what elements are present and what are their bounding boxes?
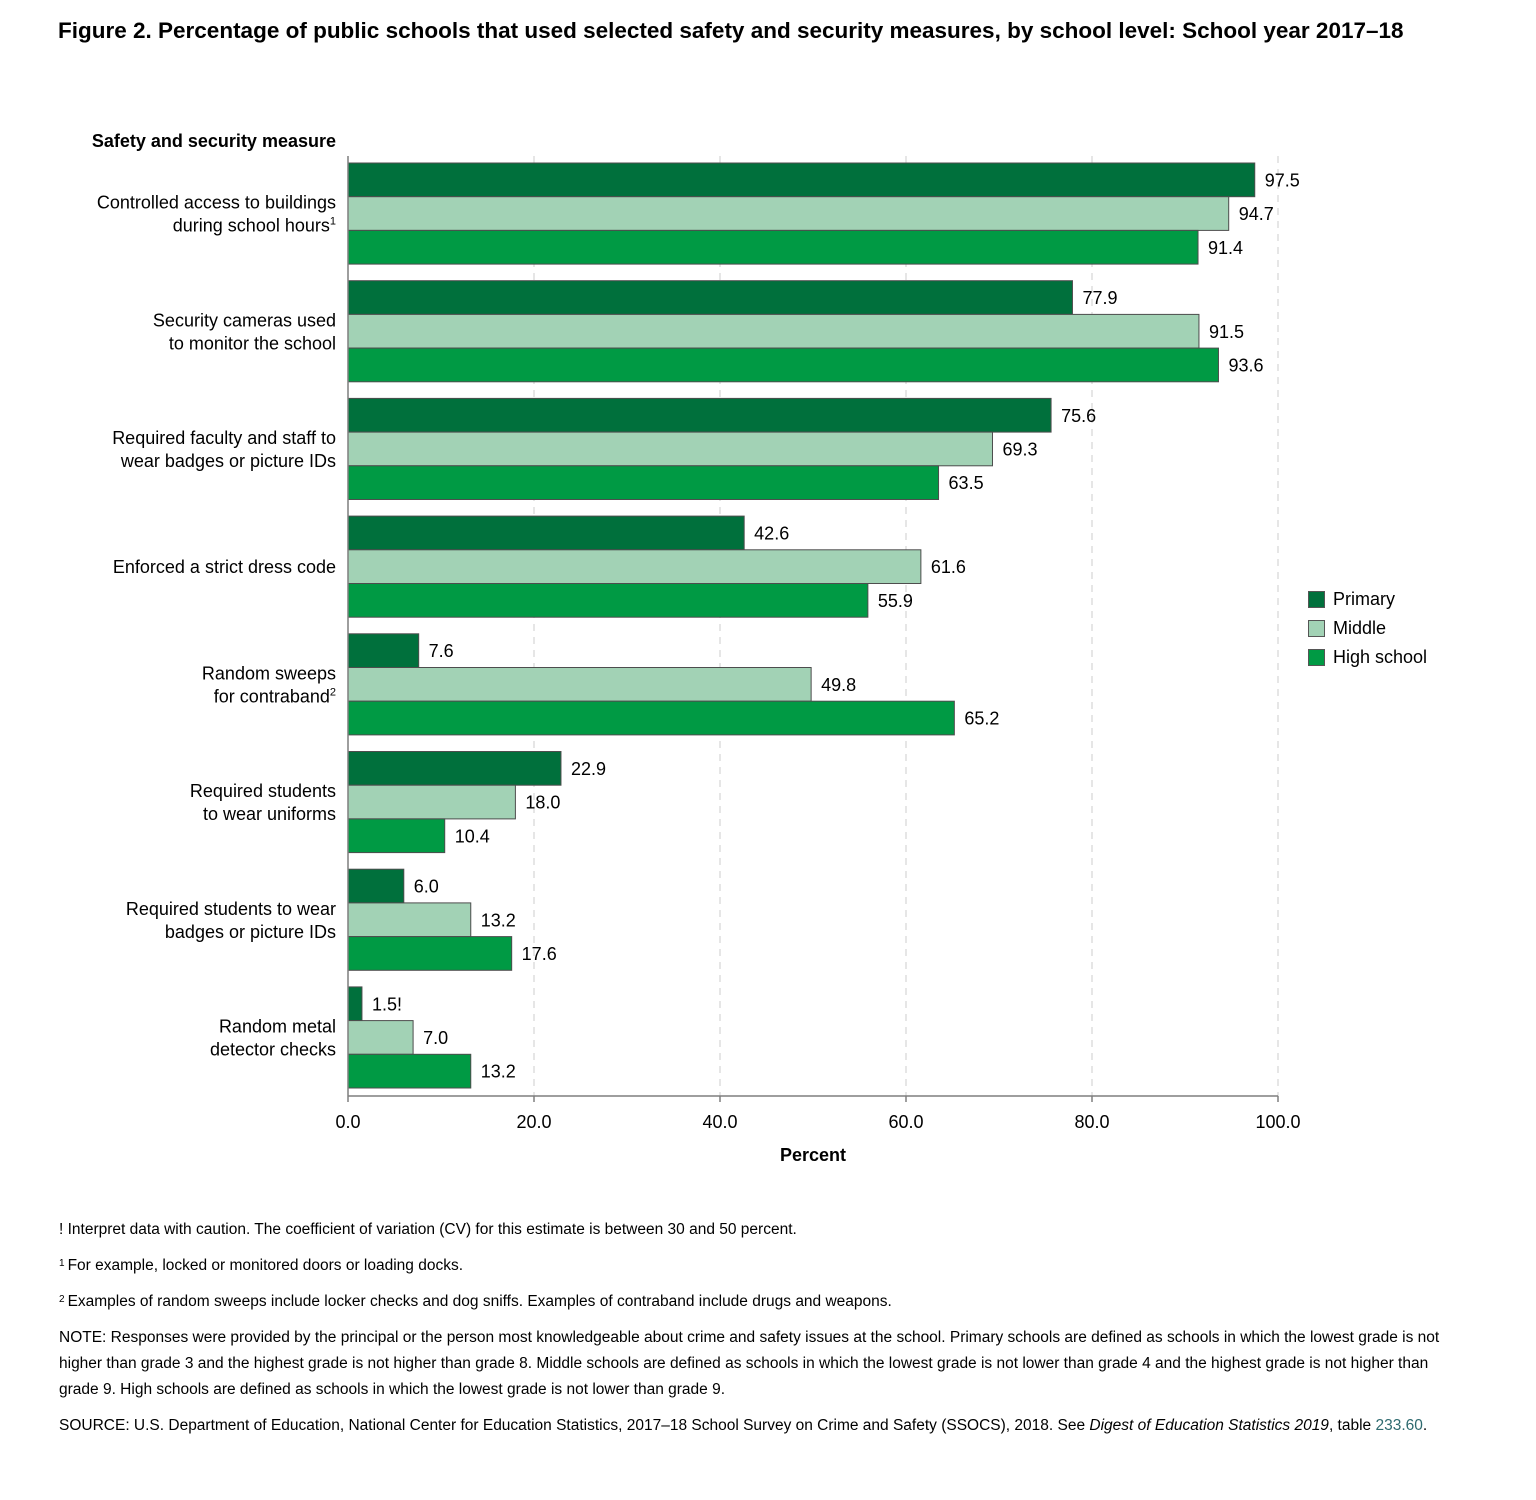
data-label: 93.6 [1228,355,1263,375]
bar-high [347,936,513,971]
x-axis-title: Percent [780,1145,846,1165]
data-label: 6.0 [414,877,439,897]
data-label: 18.0 [525,793,560,813]
category-label: Enforced a strict dress code [113,557,336,577]
legend-swatch [1308,649,1325,666]
data-label: 13.2 [481,1062,516,1082]
bar-high [347,229,1199,265]
footnote-1: 1 For example, locked or monitored doors … [59,1253,1459,1279]
y-axis-title: Safety and security measure [92,131,336,151]
data-label: 91.5 [1209,322,1244,342]
category-label: Random sweeps for contraband2 [202,663,336,706]
source-table-link[interactable]: 233.60 [1375,1417,1423,1434]
x-tick-label: 0.0 [335,1112,360,1132]
bar-high [347,347,1219,383]
data-label: 91.4 [1208,238,1243,258]
legend-label: High school [1333,647,1428,667]
source-mid: , table [1328,1417,1376,1434]
source-end: . [1422,1417,1428,1434]
bar-primary [347,162,1256,198]
data-label: 55.9 [878,591,913,611]
x-tick-label: 20.0 [516,1112,551,1132]
bar-high [347,1053,472,1089]
bar-middle [347,902,472,938]
legend-swatch [1308,620,1325,637]
legend-swatch [1308,591,1325,608]
source-publication: Digest of Education Statistics 2019 [1089,1417,1329,1434]
source-text: SOURCE: U.S. Department of Education, Na… [59,1413,1459,1439]
bar-high [347,818,446,854]
data-label: 42.6 [754,523,789,543]
data-label: 10.4 [455,826,490,846]
x-tick-label: 100.0 [1255,1112,1300,1132]
legend: Primary Middle High school [1308,585,1427,672]
bar-primary [347,397,1052,433]
source-prefix: SOURCE: U.S. Department of Education, Na… [59,1417,1090,1434]
data-label: 7.0 [423,1028,448,1048]
data-label: 49.8 [821,675,856,695]
bar-middle [347,1020,414,1055]
x-tick-label: 80.0 [1074,1112,1109,1132]
footnote-2-mark: 2 [59,1294,65,1305]
data-label: 77.9 [1082,288,1117,308]
bar-primary [347,515,745,551]
category-label: Random metal detector checks [210,1016,336,1059]
bar-middle [347,549,922,584]
data-label: 97.5 [1265,170,1300,190]
data-label: 65.2 [964,709,999,729]
footnote-2-text: Examples of random sweeps include locker… [67,1293,892,1310]
bar-middle [347,784,516,820]
bar-primary [347,280,1073,315]
data-label: 17.6 [522,944,557,964]
data-label: 94.7 [1239,204,1274,224]
footnote-1-text: For example, locked or monitored doors o… [67,1257,464,1274]
footnote-1-mark: 1 [59,1258,65,1269]
data-label: 75.6 [1061,406,1096,426]
bar-primary [347,751,562,786]
data-label: 63.5 [949,473,984,493]
bar-primary [347,986,363,1022]
category-label: Required students to wear uniforms [190,781,336,824]
note-text: NOTE: Responses were provided by the pri… [59,1329,1440,1398]
bar-high [347,583,869,618]
legend-item-primary: Primary [1308,585,1427,614]
data-label: 69.3 [1002,439,1037,459]
bar-high [347,465,940,500]
data-label: 13.2 [481,910,516,930]
bar-middle [347,313,1200,349]
bar-primary [347,868,405,904]
bar-primary [347,633,420,668]
footnotes: ! Interpret data with caution. The coeff… [59,1217,1459,1449]
category-label: Required faculty and staff to wear badges… [112,428,336,471]
legend-label: Primary [1333,589,1395,609]
legend-item-high: High school [1308,643,1427,672]
figure-title: Figure 2. Percentage of public schools t… [58,18,1404,43]
caution-note: ! Interpret data with caution. The coeff… [59,1221,797,1238]
category-label: Controlled access to buildings during sch… [97,193,336,236]
x-tick-label: 40.0 [702,1112,737,1132]
data-label: 7.6 [429,641,454,661]
x-tick-label: 60.0 [888,1112,923,1132]
data-label: 22.9 [571,759,606,779]
category-label: Required students to wear badges or pictu… [126,899,336,942]
bar-middle [347,431,993,467]
category-label: Security cameras used to monitor the scho… [153,310,336,353]
bar-chart: Safety and security measure 97.5 94.7 91.4 C… [92,131,1301,1165]
bar-middle [347,667,812,702]
bar-middle [347,196,1230,231]
legend-label: Middle [1333,618,1387,638]
legend-item-middle: Middle [1308,614,1427,643]
data-label: 61.6 [931,557,966,577]
data-label: 1.5! [372,994,402,1014]
footnote-2: 2 Examples of random sweeps include locke… [59,1289,1459,1315]
bar-high [347,700,955,736]
